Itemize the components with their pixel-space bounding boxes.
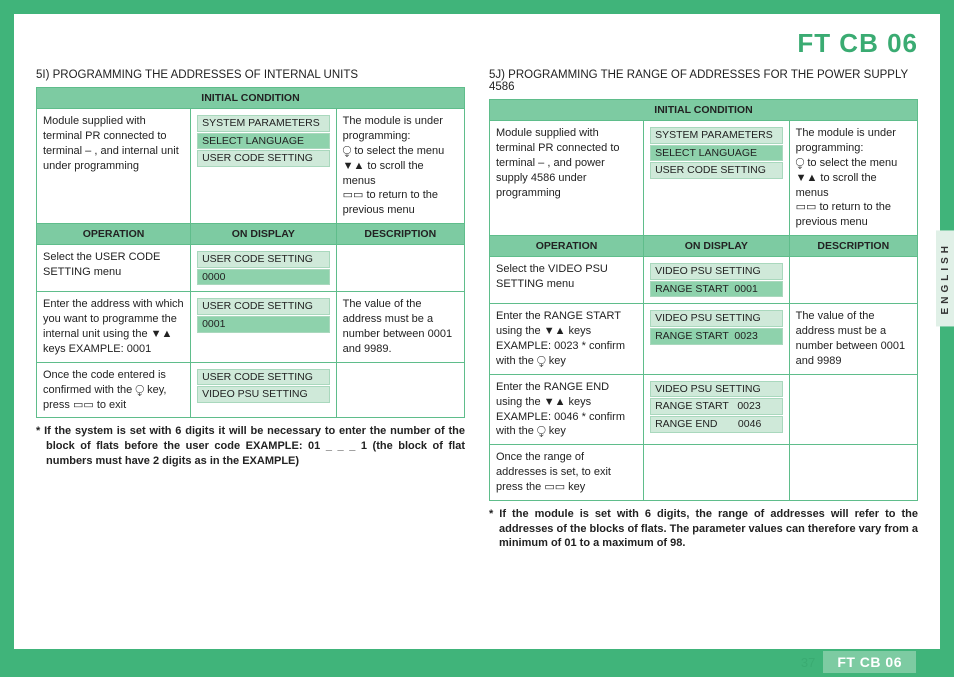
table-row-description — [789, 257, 917, 304]
page-number: 37 — [801, 655, 815, 670]
left-h-desc: DESCRIPTION — [336, 224, 464, 245]
left-h-op: OPERATION — [37, 224, 191, 245]
table-row-description: The value of the address must be a numbe… — [336, 292, 464, 362]
bell-icon: ⧬ — [343, 145, 352, 157]
right-table: INITIAL CONDITION Module supplied with t… — [489, 99, 918, 501]
arrows-icon: ▼▲ — [796, 172, 818, 184]
left-initial-header: INITIAL CONDITION — [37, 88, 465, 109]
table-row-display: VIDEO PSU SETTINGRANGE START 0023 — [644, 304, 790, 374]
table-row-description — [336, 362, 464, 418]
page-title: FT CB 06 — [36, 28, 918, 59]
table-row-operation: Enter the RANGE END using the ▼▲ keys EX… — [490, 374, 644, 444]
table-row-operation: Select the VIDEO PSU SETTING menu — [490, 257, 644, 304]
table-row-description — [789, 445, 917, 501]
footer-tag: FT CB 06 — [823, 651, 916, 673]
left-initial-c3: The module is under programming: ⧬ to se… — [336, 109, 464, 224]
footer: 37 FT CB 06 — [801, 651, 916, 673]
table-row-operation: Once the range of addresses is set, to e… — [490, 445, 644, 501]
book-icon: ▭▭ — [343, 188, 364, 203]
right-h-desc: DESCRIPTION — [789, 236, 917, 257]
left-initial-c1: Module supplied with terminal PR connect… — [37, 109, 191, 224]
table-row-operation: Enter the address with which you want to… — [37, 292, 191, 362]
right-column: 5J) PROGRAMMING THE RANGE OF ADDRESSES F… — [489, 69, 918, 639]
right-initial-c1: Module supplied with terminal PR connect… — [490, 121, 644, 236]
table-row-description — [336, 245, 464, 292]
table-row-display: USER CODE SETTINGVIDEO PSU SETTING — [191, 362, 337, 418]
table-row-description — [789, 374, 917, 444]
right-initial-display: SYSTEM PARAMETERSSELECT LANGUAGEUSER COD… — [644, 121, 790, 236]
table-row-operation: Once the code entered is confirmed with … — [37, 362, 191, 418]
table-row-display: VIDEO PSU SETTINGRANGE START 0001 — [644, 257, 790, 304]
left-column: 5I) PROGRAMMING THE ADDRESSES OF INTERNA… — [36, 69, 465, 639]
left-h-disp: ON DISPLAY — [191, 224, 337, 245]
table-row-display: USER CODE SETTING0000 — [191, 245, 337, 292]
bell-icon: ⧬ — [796, 157, 805, 169]
right-h-op: OPERATION — [490, 236, 644, 257]
right-initial-c3: The module is under programming: ⧬ to se… — [789, 121, 917, 236]
table-row-description: The value of the address must be a numbe… — [789, 304, 917, 374]
right-footnote: * If the module is set with 6 digits, th… — [489, 507, 918, 552]
book-icon: ▭▭ — [796, 200, 817, 215]
table-row-operation: Enter the RANGE START using the ▼▲ keys … — [490, 304, 644, 374]
language-tab: ENGLISH — [936, 230, 954, 326]
table-row-operation: Select the USER CODE SETTING menu — [37, 245, 191, 292]
table-row-display: VIDEO PSU SETTINGRANGE START 0023RANGE E… — [644, 374, 790, 444]
left-table: INITIAL CONDITION Module supplied with t… — [36, 87, 465, 418]
left-initial-display: SYSTEM PARAMETERSSELECT LANGUAGEUSER COD… — [191, 109, 337, 224]
right-section-title: 5J) PROGRAMMING THE RANGE OF ADDRESSES F… — [489, 69, 918, 93]
right-h-disp: ON DISPLAY — [644, 236, 790, 257]
page-content: FT CB 06 5I) PROGRAMMING THE ADDRESSES O… — [36, 28, 918, 639]
table-row-display — [644, 445, 790, 501]
right-initial-header: INITIAL CONDITION — [490, 100, 918, 121]
left-section-title: 5I) PROGRAMMING THE ADDRESSES OF INTERNA… — [36, 69, 465, 81]
table-row-display: USER CODE SETTING0001 — [191, 292, 337, 362]
arrows-icon: ▼▲ — [343, 160, 365, 172]
left-footnote: * If the system is set with 6 digits it … — [36, 424, 465, 469]
